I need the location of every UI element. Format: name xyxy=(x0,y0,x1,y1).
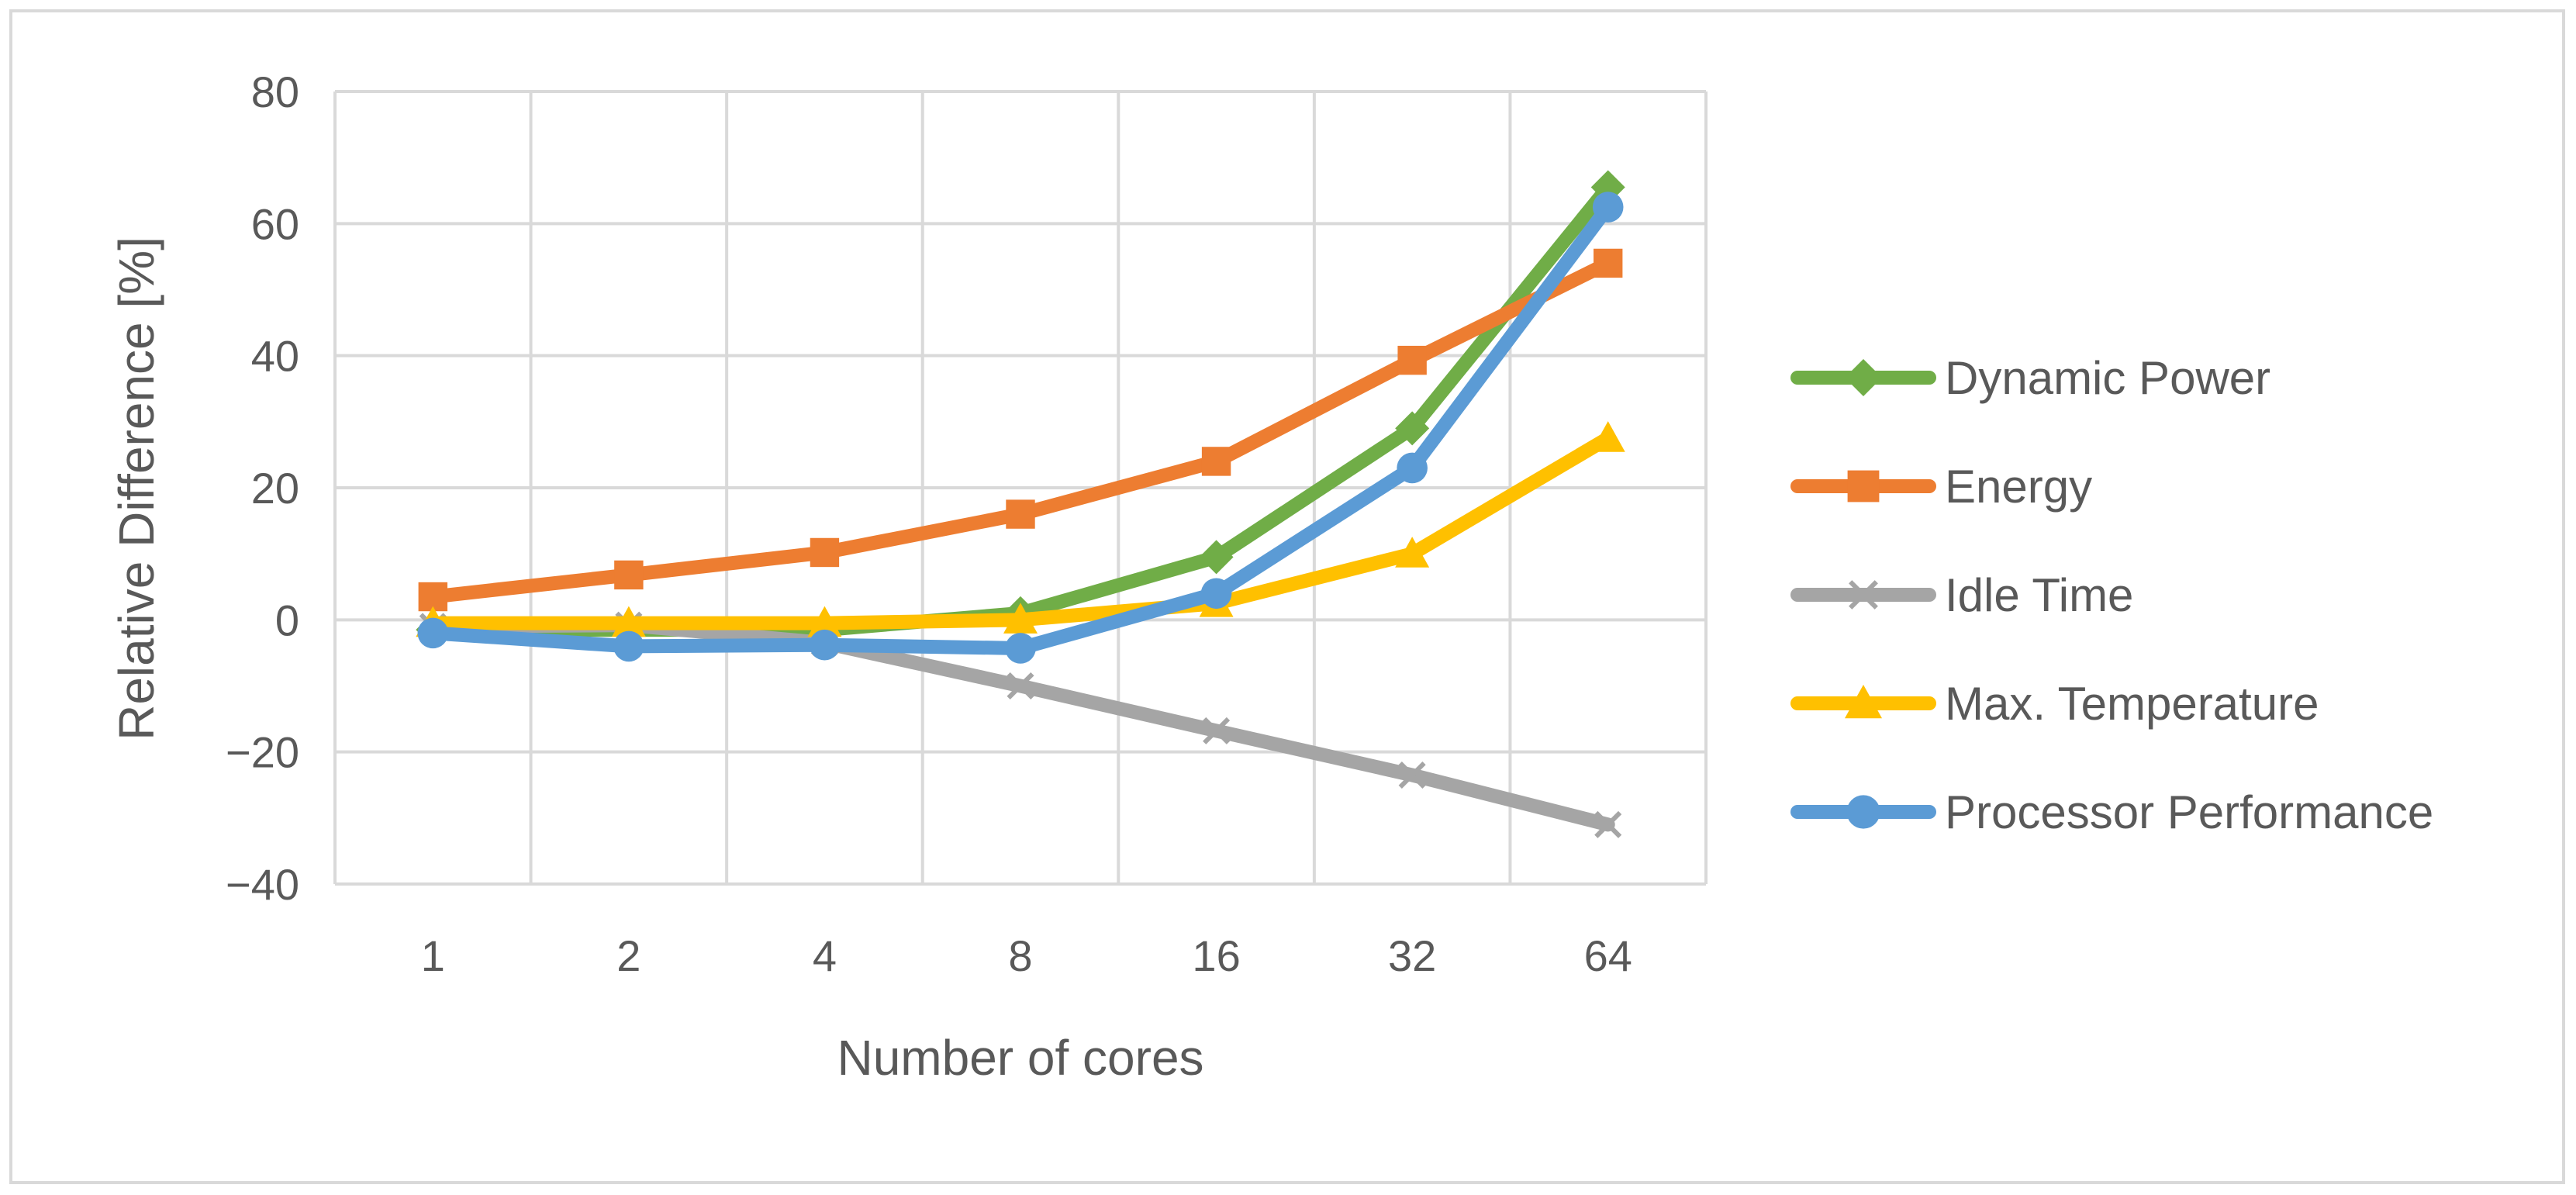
legend-item: Dynamic Power xyxy=(1790,352,2270,404)
series-processor-performance xyxy=(417,192,1624,664)
y-tick-label: −20 xyxy=(226,728,299,777)
data-point xyxy=(1594,248,1623,278)
series-line xyxy=(426,431,1615,630)
x-tick-label: 2 xyxy=(616,931,641,980)
y-tick-label: 40 xyxy=(251,332,299,381)
data-point xyxy=(809,629,841,661)
data-point xyxy=(1006,499,1035,529)
x-tick-label: 8 xyxy=(1008,931,1032,980)
data-point xyxy=(1005,633,1036,664)
data-point xyxy=(1201,447,1231,476)
data-point xyxy=(1007,672,1034,700)
data-point xyxy=(1398,761,1426,789)
data-point xyxy=(1203,717,1231,744)
data-point xyxy=(614,560,644,590)
x-tick-label: 64 xyxy=(1584,931,1632,980)
series-layer xyxy=(416,170,1625,838)
series-energy xyxy=(418,248,1623,612)
legend-item: Idle Time xyxy=(1790,569,2133,621)
legend-swatch-marker xyxy=(1847,470,1880,503)
y-axis-ticks: 80 60 40 20 0 −20 −40 xyxy=(226,67,299,909)
data-point xyxy=(807,606,842,637)
x-axis-title: Number of cores xyxy=(837,1030,1203,1086)
x-axis-ticks: 1 2 4 8 16 32 64 xyxy=(421,931,1632,980)
legend-item: Energy xyxy=(1790,461,2092,513)
legend-label: Energy xyxy=(1945,461,2092,513)
data-point xyxy=(1594,810,1622,838)
legend-label: Max. Temperature xyxy=(1945,678,2319,730)
x-tick-label: 16 xyxy=(1192,931,1240,980)
x-tick-label: 1 xyxy=(421,931,445,980)
y-axis-title: Relative Difference [%] xyxy=(109,237,164,741)
series-max-temperature xyxy=(416,421,1625,637)
legend-label: Dynamic Power xyxy=(1945,352,2270,404)
legend: Dynamic Power Energy Idle Time Max. Tempera… xyxy=(1790,352,2433,838)
data-point xyxy=(1592,192,1624,223)
legend-item: Max. Temperature xyxy=(1790,678,2319,730)
legend-label: Processor Performance xyxy=(1945,786,2433,838)
y-tick-label: 20 xyxy=(251,464,299,513)
x-tick-label: 32 xyxy=(1388,931,1436,980)
data-point xyxy=(1590,421,1625,452)
legend-label: Idle Time xyxy=(1945,569,2133,621)
data-point xyxy=(1395,411,1430,446)
data-point xyxy=(810,537,840,568)
legend-swatch-marker xyxy=(1846,795,1880,829)
data-point xyxy=(1200,578,1232,610)
data-point xyxy=(613,630,644,662)
x-tick-label: 4 xyxy=(813,931,837,980)
legend-swatch-marker xyxy=(1845,685,1882,719)
y-tick-label: −40 xyxy=(226,860,299,909)
y-tick-label: 0 xyxy=(275,596,299,644)
data-point xyxy=(1397,452,1428,484)
series-line xyxy=(426,180,1615,637)
legend-item: Processor Performance xyxy=(1790,786,2433,838)
data-point xyxy=(611,606,646,637)
data-point xyxy=(1003,603,1038,634)
data-point xyxy=(1395,537,1430,568)
data-point xyxy=(1199,540,1234,575)
y-tick-label: 80 xyxy=(251,67,299,116)
data-point xyxy=(417,617,449,649)
grid xyxy=(333,90,1708,886)
data-point xyxy=(1397,345,1427,375)
y-tick-label: 60 xyxy=(251,199,299,248)
legend-swatch-marker xyxy=(1845,359,1882,396)
legend-swatch-marker xyxy=(1849,580,1878,610)
